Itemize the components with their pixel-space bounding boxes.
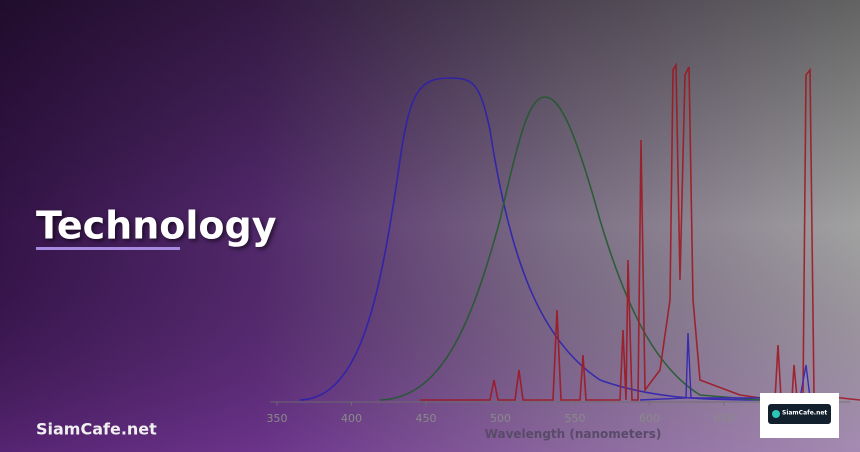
x-axis-label: Wavelength (nanometers) [485, 427, 662, 441]
x-tick-label: 500 [490, 412, 511, 425]
logo-icon [772, 410, 780, 418]
category-title: Technology [36, 204, 277, 248]
blue-spikes [639, 332, 811, 401]
x-tick-label: 650 [714, 412, 735, 425]
x-tick-label: 400 [341, 412, 362, 425]
x-tick-label: 550 [565, 412, 586, 425]
site-name: SiamCafe.net [36, 420, 157, 439]
blue-curve [299, 77, 761, 401]
spectrum-plot [270, 62, 860, 406]
x-tick-label: 450 [416, 412, 437, 425]
x-tick-label: 600 [639, 412, 660, 425]
x-tick-label: 350 [267, 412, 288, 425]
red-curve [420, 62, 860, 401]
logo-text: SiamCafe.net [782, 410, 827, 417]
green-curve [379, 96, 761, 401]
logo-badge [768, 404, 831, 424]
title-underline [36, 247, 180, 250]
